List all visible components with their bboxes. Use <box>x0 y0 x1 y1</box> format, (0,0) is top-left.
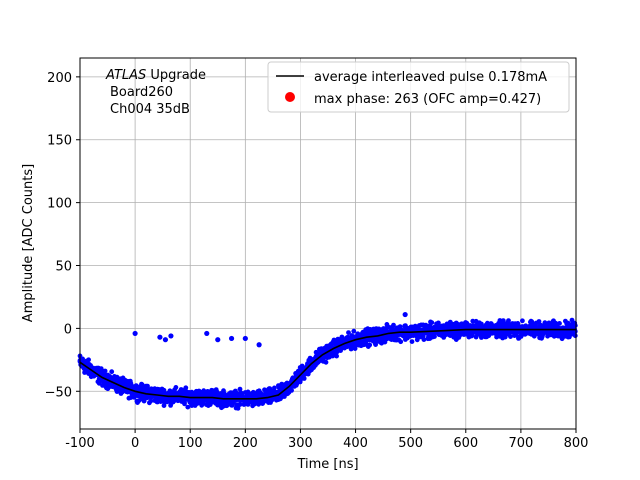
legend-entry-average: average interleaved pulse 0.178mA <box>314 70 547 85</box>
y-axis-label: Amplitude [ADC Counts] <box>21 164 36 322</box>
x-tick-label: -100 <box>65 436 95 451</box>
data-point <box>128 381 134 386</box>
data-point <box>508 334 513 339</box>
data-point <box>185 404 191 410</box>
outlier-point <box>168 333 174 339</box>
legend: average interleaved pulse 0.178mA max ph… <box>267 61 570 113</box>
data-point <box>301 376 307 381</box>
legend-dot-marker <box>285 92 295 102</box>
legend-box <box>267 61 570 113</box>
data-point <box>289 388 294 393</box>
outlier-point <box>402 311 408 318</box>
data-point <box>86 357 91 363</box>
outlier-point <box>215 337 221 343</box>
data-point <box>432 334 437 339</box>
x-tick-label: 0 <box>131 436 139 451</box>
atlas-annotation: ATLAS Upgrade Board260 Ch004 35dB <box>105 68 206 117</box>
y-axis-ticks: −50 0 50 100 150 200 <box>45 71 80 400</box>
data-point <box>391 322 396 328</box>
annotation-line-3: Ch004 35dB <box>110 102 190 117</box>
x-tick-label: 200 <box>233 436 258 451</box>
data-point <box>334 353 339 359</box>
plot-frame <box>79 57 577 430</box>
data-point <box>421 337 427 342</box>
outlier-point <box>256 342 262 348</box>
data-point <box>351 328 357 334</box>
outlier-point <box>242 335 248 342</box>
data-point <box>80 356 85 362</box>
x-tick-label: 300 <box>288 436 313 451</box>
data-point <box>102 368 108 374</box>
x-tick-label: 600 <box>453 436 478 451</box>
annotation-upgrade: Upgrade <box>146 68 206 83</box>
data-point <box>346 330 351 335</box>
data-point <box>572 323 578 328</box>
data-point <box>173 385 179 390</box>
axes-frame <box>79 57 577 430</box>
data-point <box>237 402 243 407</box>
y-tick-label: 0 <box>64 322 72 337</box>
annotation-line-2: Board260 <box>110 85 173 100</box>
y-tick-label: 100 <box>47 197 72 212</box>
y-tick-label: −50 <box>45 385 72 400</box>
legend-entry-max-phase: max phase: 263 (OFC amp=0.427) <box>314 92 541 107</box>
x-tick-label: 700 <box>508 436 533 451</box>
annotation-atlas: ATLAS <box>105 68 146 83</box>
x-tick-label: 400 <box>343 436 368 451</box>
y-tick-label: 50 <box>55 260 72 275</box>
average-pulse-line <box>79 328 576 400</box>
x-tick-label: 500 <box>398 436 423 451</box>
outlier-point <box>157 334 163 340</box>
data-point <box>429 320 435 325</box>
x-tick-label: 100 <box>178 436 203 451</box>
scatter-points <box>77 311 578 411</box>
average-line <box>79 328 576 400</box>
data-point <box>272 385 277 391</box>
data-point <box>183 385 189 391</box>
outlier-point <box>162 337 169 343</box>
data-point <box>235 405 241 411</box>
data-point <box>148 398 154 404</box>
outlier-point <box>228 335 235 342</box>
data-point <box>367 342 373 348</box>
x-axis-ticks: -100 0 100 200 300 400 500 600 700 800 <box>65 429 588 451</box>
outlier-point <box>132 330 138 337</box>
data-point <box>520 318 525 324</box>
data-point <box>557 321 562 326</box>
data-point <box>572 333 578 339</box>
x-tick-label: 800 <box>564 436 589 451</box>
data-point <box>409 339 415 344</box>
y-tick-label: 150 <box>47 134 72 149</box>
outlier-point <box>204 330 210 337</box>
annotation-line-1: ATLAS Upgrade <box>105 68 206 83</box>
data-point <box>506 318 511 323</box>
data-point <box>109 369 115 375</box>
data-point <box>323 359 329 365</box>
data-point <box>436 320 441 326</box>
x-axis-label: Time [ns] <box>296 457 358 472</box>
y-tick-label: 200 <box>47 71 72 86</box>
data-point <box>398 339 404 345</box>
